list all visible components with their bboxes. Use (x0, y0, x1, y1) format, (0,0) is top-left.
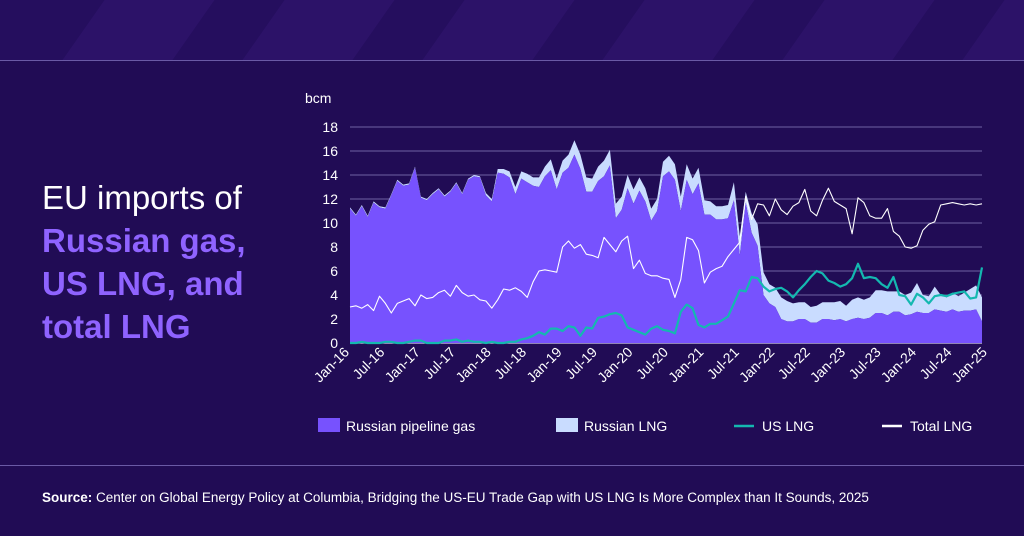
total-lng-line (349, 187, 983, 314)
y-tick-label: 0 (330, 335, 338, 351)
y-axis-ticks: 0 2 4 6 8 10 12 14 16 18 (322, 119, 338, 351)
x-tick-label: Jul-19 (562, 344, 600, 382)
x-tick-label: Jul-21 (704, 344, 742, 382)
x-tick-label: Jul-24 (916, 344, 954, 382)
x-tick-label: Jan-21 (665, 344, 707, 386)
x-axis-ticks: Jan-16Jul-16Jan-17Jul-17Jan-18Jul-18Jan-… (311, 344, 991, 386)
x-tick-label: Jan-18 (452, 344, 494, 386)
legend-label: Russian pipeline gas (346, 418, 475, 434)
legend-swatch (556, 418, 578, 432)
y-tick-label: 12 (322, 191, 338, 207)
source-label: Source: (42, 490, 93, 505)
headline: EU imports of Russian gas, US LNG, and t… (42, 176, 292, 348)
russian-lng-area (350, 140, 982, 323)
source-note: Source: Center on Global Energy Policy a… (42, 490, 1002, 505)
chart-lines (349, 187, 984, 345)
headline-line-4: total LNG (42, 308, 191, 345)
x-tick-label: Jan-20 (594, 344, 636, 386)
y-tick-label: 4 (330, 287, 338, 303)
y-axis-label: bcm (305, 90, 331, 106)
x-tick-label: Jul-23 (845, 344, 883, 382)
source-text: Center on Global Energy Policy at Columb… (96, 490, 869, 505)
us-lng-line (350, 262, 984, 345)
y-tick-label: 16 (322, 143, 338, 159)
header-band (0, 0, 1024, 60)
x-tick-label: Jan-24 (878, 344, 920, 386)
y-tick-label: 2 (330, 311, 338, 327)
y-tick-label: 10 (322, 215, 338, 231)
x-tick-label: Jan-25 (948, 344, 990, 386)
x-tick-label: Jul-16 (349, 344, 387, 382)
legend-label: US LNG (762, 418, 814, 434)
x-tick-label: Jul-18 (491, 344, 529, 382)
x-tick-label: Jul-17 (420, 344, 458, 382)
x-tick-label: Jan-19 (523, 344, 565, 386)
y-tick-label: 18 (322, 119, 338, 135)
y-tick-label: 14 (322, 167, 338, 183)
chart-areas (350, 140, 982, 343)
top-divider (0, 60, 1024, 61)
y-tick-label: 8 (330, 239, 338, 255)
headline-line-1: EU imports of (42, 179, 242, 216)
x-tick-label: Jul-22 (775, 344, 813, 382)
legend-label: Russian LNG (584, 418, 667, 434)
bottom-divider (0, 465, 1024, 466)
chart-legend: Russian pipeline gas Russian LNG US LNG Tot… (318, 418, 972, 434)
headline-line-3: US LNG, and (42, 265, 244, 302)
headline-line-2: Russian gas, (42, 222, 246, 259)
russian-pipeline-area (350, 154, 982, 343)
x-tick-label: Jan-17 (381, 344, 423, 386)
y-tick-label: 6 (330, 263, 338, 279)
x-tick-label: Jan-23 (807, 344, 849, 386)
x-tick-label: Jan-22 (736, 344, 778, 386)
legend-swatch (318, 418, 340, 432)
legend-label: Total LNG (910, 418, 972, 434)
x-tick-label: Jul-20 (633, 344, 671, 382)
